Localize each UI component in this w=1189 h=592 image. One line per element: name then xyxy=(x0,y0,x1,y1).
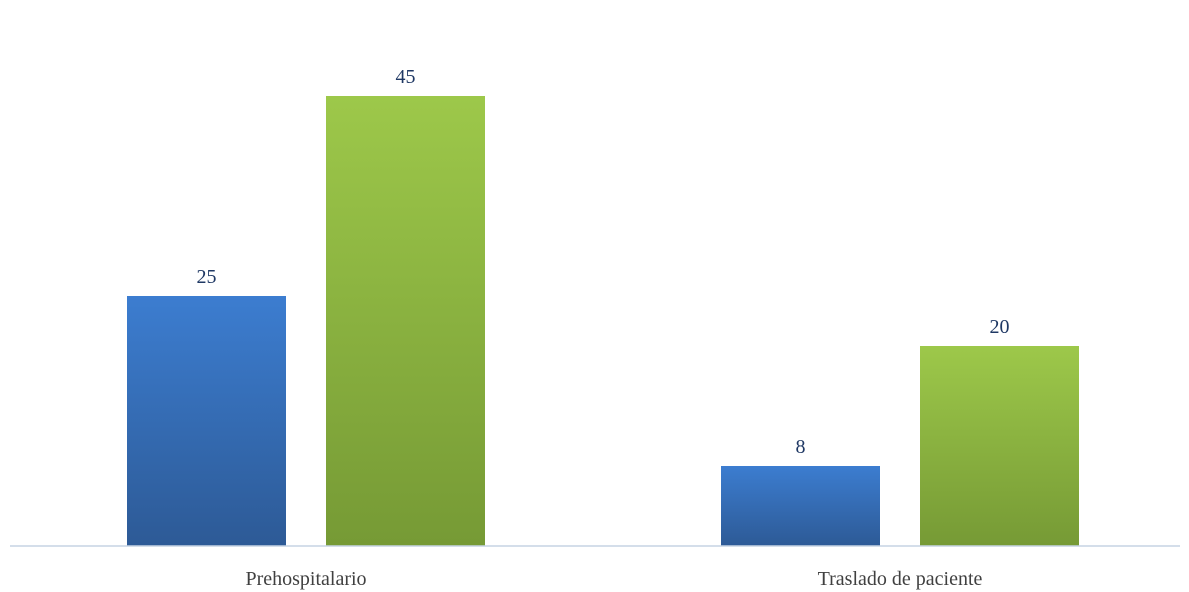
category-label: Traslado de paciente xyxy=(818,568,983,590)
data-label: 8 xyxy=(796,436,806,458)
data-label: 20 xyxy=(990,316,1010,338)
bar-series-1-prehospitalario xyxy=(326,96,485,546)
category-label: Prehospitalario xyxy=(245,568,366,590)
labels-group: 25 45 Prehospitalario 8 20 Traslado de pacien… xyxy=(197,66,1010,590)
bars-group xyxy=(127,96,1079,546)
bar-series-0-traslado-de-paciente xyxy=(721,466,880,546)
data-label: 45 xyxy=(396,66,416,88)
bar-series-1-traslado-de-paciente xyxy=(920,346,1079,546)
bar-series-0-prehospitalario xyxy=(127,296,286,546)
data-label: 25 xyxy=(197,266,217,288)
